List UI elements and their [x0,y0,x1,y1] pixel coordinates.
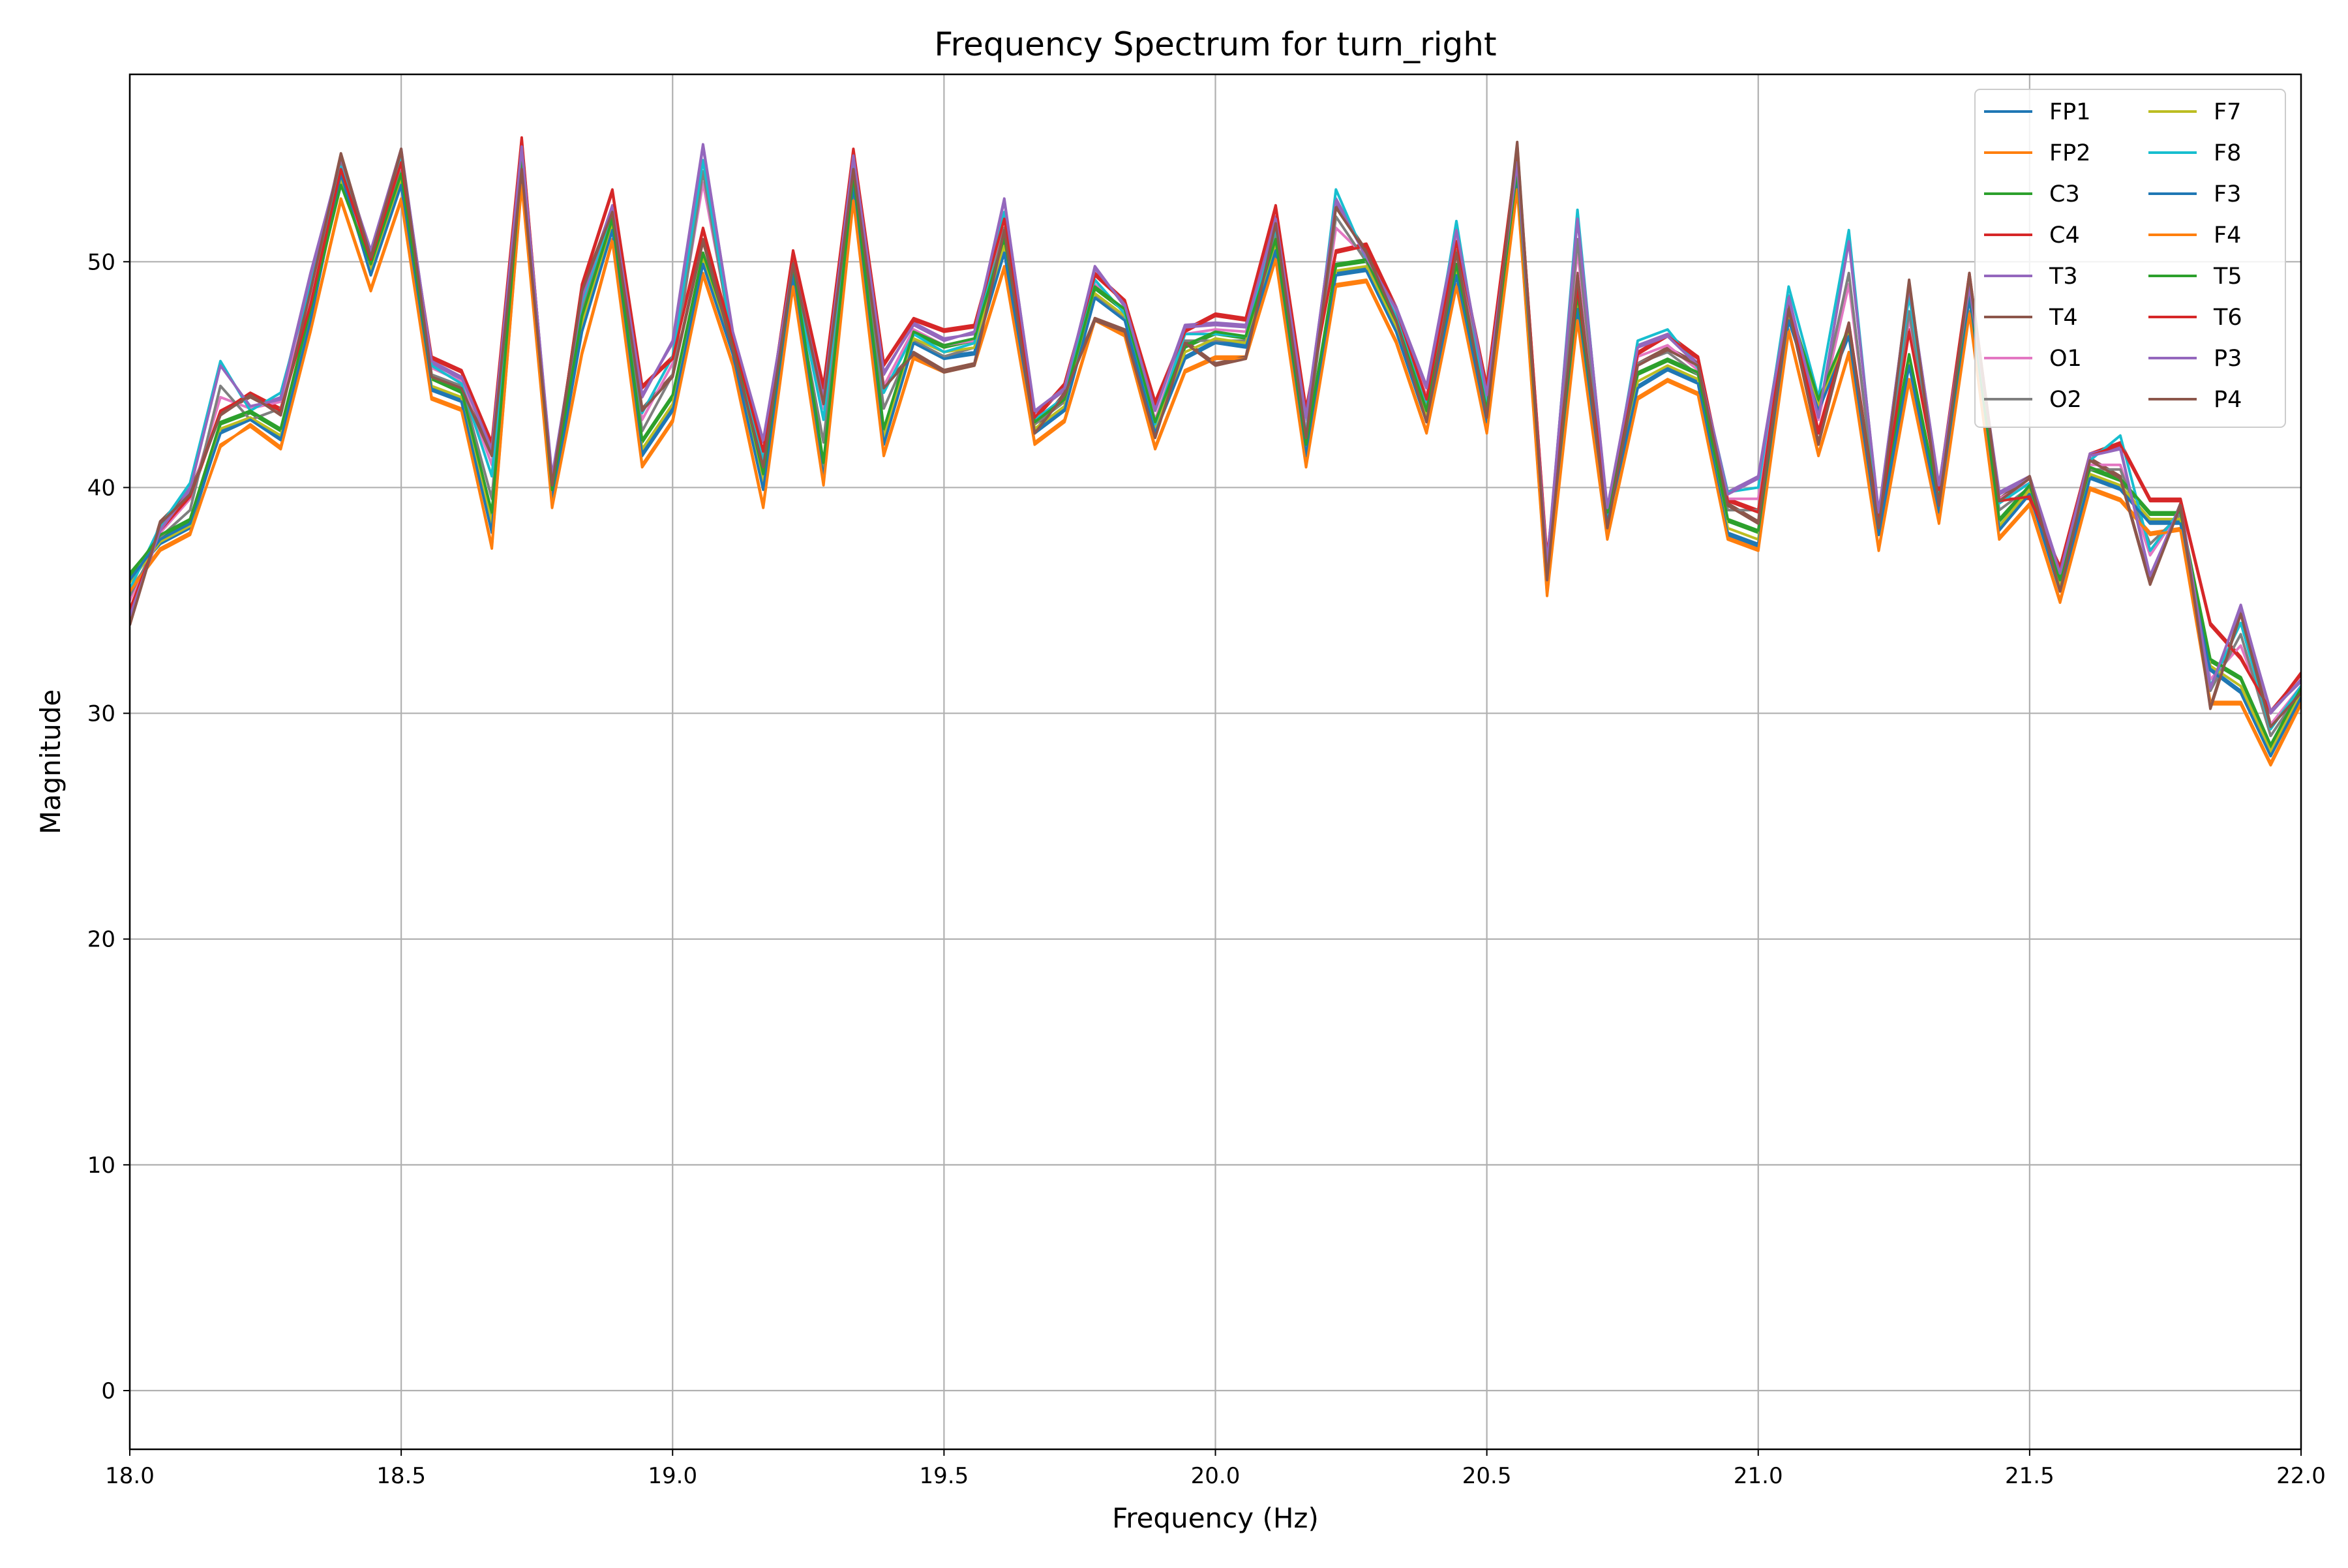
legend-label-fp2: FP2 [2049,140,2091,166]
legend-label-f4: F4 [2214,222,2241,249]
y-tick-label: 20 [87,927,115,953]
legend-label-t6: T6 [2213,305,2242,331]
plot-lines [130,136,2301,767]
y-tick-label: 40 [87,475,115,501]
x-tick-label: 20.0 [1191,1463,1241,1489]
y-tick-label: 0 [101,1378,115,1404]
legend-label-c4: C4 [2049,222,2080,249]
x-tick-label: 20.5 [1462,1463,1512,1489]
legend-label-p4: P4 [2214,387,2242,413]
legend-label-o1: O1 [2049,346,2082,372]
series-line-f4 [130,183,2301,767]
chart-title: Frequency Spectrum for turn_right [934,25,1496,63]
legend-label-fp1: FP1 [2049,99,2091,125]
x-tick-label: 21.5 [2005,1463,2054,1489]
x-tick-label: 21.0 [1734,1463,1783,1489]
legend-label-o2: O2 [2049,387,2082,413]
legend-label-f8: F8 [2214,140,2241,166]
legend-label-f7: F7 [2214,99,2241,125]
x-tick-label: 18.5 [376,1463,426,1489]
legend-label-t3: T3 [2049,264,2078,290]
x-tick-label: 19.0 [648,1463,697,1489]
axis-ticks: 18.0 18.5 19.0 19.5 20.0 20.5 21.0 21.5 22.0 0 10 2… [87,249,2326,1489]
legend-box [1974,89,2286,428]
legend-label-f3: F3 [2214,181,2241,207]
x-tick-label: 22.0 [2276,1463,2326,1489]
legend-label-t4: T4 [2049,305,2078,331]
x-tick-label: 19.5 [920,1463,969,1489]
y-tick-label: 30 [87,701,115,727]
legend: FP1 FP2 C3 C4 T3 T4 O1 O2 F7 F8 F3 F4 T5 T6 P3 P4 [1974,89,2286,428]
y-tick-label: 10 [87,1153,115,1179]
series-line-p4 [130,143,2301,729]
legend-label-p3: P3 [2214,346,2242,372]
legend-label-c3: C3 [2049,181,2080,207]
y-axis-label: Magnitude [35,689,67,835]
x-axis-label: Frequency (Hz) [1112,1502,1319,1534]
x-tick-label: 18.0 [105,1463,155,1489]
legend-label-t5: T5 [2213,264,2242,290]
y-tick-label: 50 [87,249,115,275]
